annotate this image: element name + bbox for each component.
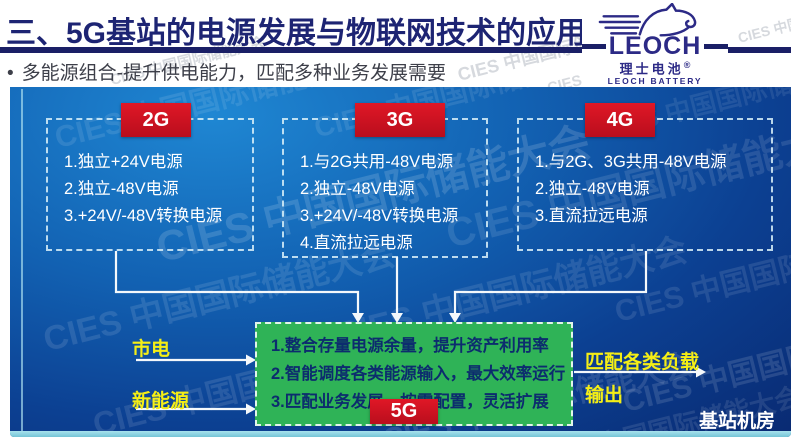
list-item: 2.独立-48V电源 [64,180,179,198]
input-label-mains-power: 市电 [132,339,171,360]
gen-box-2g: 2G 1.独立+24V电源 2.独立-48V电源 3.+24V/-48V转换电源 [46,103,254,251]
room-label: 基站机房 [698,411,775,432]
tab-3g: 3G [355,103,445,137]
output-label-line2: 输出 [585,385,624,406]
list-item: 2.独立-48V电源 [300,180,415,198]
list-item: 3.直流拉远电源 [535,207,648,225]
page-title: 三、5G基站的电源发展与物联网技术的应用 [6,17,587,50]
logo-cn-text: 理士电池 [619,61,684,77]
title-divider [0,47,791,53]
hub-box-5g: 1.整合存量电源余量，提升资产利用率 2.智能调度各类能源输入，最大效率运行 3… [255,322,573,426]
registered-mark-icon: ® [683,60,691,70]
list-item: 1.独立+24V电源 [64,153,183,171]
leoch-logo: LEOCH 理士电池® LEOCH BATTERY [582,0,728,87]
bullet-icon: • [7,63,14,84]
logo-left-bar [582,43,606,49]
list-item: 2.独立-48V电源 [535,180,650,198]
connector-arrows [114,251,706,415]
tab-4g: 4G [585,103,655,137]
gen-box-2g-items: 1.独立+24V电源 2.独立-48V电源 3.+24V/-48V转换电源 [48,120,252,230]
list-item: 3.+24V/-48V转换电源 [300,207,459,225]
logo-wordmark: LEOCH [608,32,702,60]
panel-left-accent [21,89,23,431]
list-item: 4.直流拉远电源 [300,234,413,252]
list-item: 3.+24V/-48V转换电源 [64,207,223,225]
list-item: 2.智能调度各类能源输入，最大效率运行 [271,365,566,383]
gen-box-3g: 3G 1.与2G共用-48V电源 2.独立-48V电源 3.+24V/-48V转… [282,103,488,258]
logo-english-name: LEOCH BATTERY [607,76,703,87]
subtitle-text: 多能源组合-提升供电能力，匹配多种业务发展需要 [21,63,446,84]
tab-5g: 5G [370,399,438,424]
gen-box-3g-items: 1.与2G共用-48V电源 2.独立-48V电源 3.+24V/-48V转换电源… [284,120,486,257]
list-item: 1.与2G、3G共用-48V电源 [535,153,727,171]
list-item: 1.与2G共用-48V电源 [300,153,454,171]
output-label-line1: 匹配各类负载 [585,352,700,373]
logo-chinese-name: 理士电池® [620,58,691,76]
tab-2g: 2G [121,103,191,137]
input-label-new-energy: 新能源 [132,391,190,412]
logo-right-bar [704,43,728,49]
gen-box-4g-items: 1.与2G、3G共用-48V电源 2.独立-48V电源 3.直流拉远电源 [519,120,771,230]
logo-wordmark-row: LEOCH [582,32,728,60]
subtitle: • 多能源组合-提升供电能力，匹配多种业务发展需要 [7,58,446,85]
gen-box-4g: 4G 1.与2G、3G共用-48V电源 2.独立-48V电源 3.直流拉远电源 [517,103,773,251]
panel-bottom-strip [10,431,791,437]
watermark: CIES 中国国际储能大会 [736,0,791,46]
horse-icon [598,3,697,37]
list-item: 1.整合存量电源余量，提升资产利用率 [271,337,549,355]
